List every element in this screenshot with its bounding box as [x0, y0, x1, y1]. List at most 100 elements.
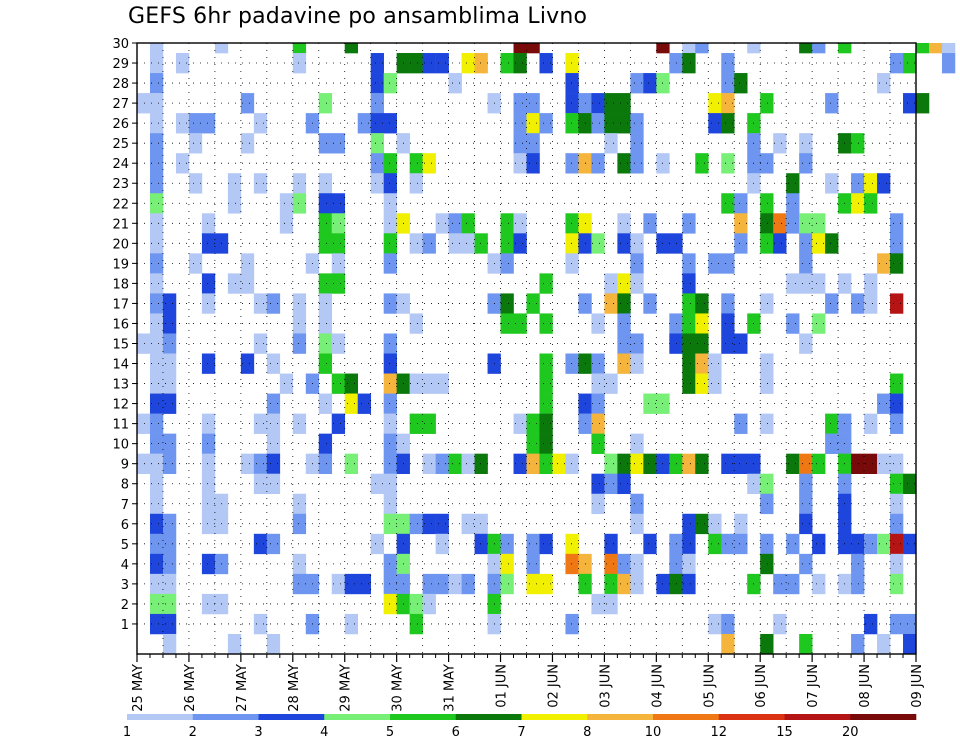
- heatmap-cell: [669, 313, 683, 334]
- heatmap-cell: [941, 53, 956, 74]
- heatmap-cell: [474, 513, 488, 535]
- heatmap-cell: [708, 353, 722, 374]
- heatmap-cell: [721, 53, 735, 74]
- heatmap-cell: [331, 413, 346, 434]
- heatmap-cell: [422, 53, 436, 74]
- heatmap-cell: [591, 233, 605, 254]
- heatmap-cell: [864, 173, 878, 194]
- heatmap-cell: [630, 453, 644, 474]
- heatmap-cell: [240, 93, 255, 114]
- heatmap-cell: [162, 293, 177, 314]
- heatmap-cell: [188, 133, 203, 154]
- heatmap-cell: [448, 73, 462, 94]
- heatmap-cell: [760, 293, 774, 314]
- heatmap-cell: [604, 93, 618, 114]
- heatmap-cell: [643, 73, 657, 94]
- heatmap-cells: [137, 43, 956, 655]
- heatmap-cell: [318, 193, 333, 214]
- heatmap-cell: [591, 353, 605, 374]
- heatmap-cell: [812, 273, 826, 294]
- heatmap-cell: [137, 93, 151, 114]
- heatmap-cell: [786, 193, 800, 214]
- heatmap-cell: [695, 453, 709, 474]
- heatmap-cell: [721, 533, 735, 555]
- legend-swatch: [324, 714, 391, 720]
- heatmap-cell: [734, 193, 748, 214]
- heatmap-cell: [539, 273, 553, 294]
- heatmap-cell: [617, 93, 631, 114]
- heatmap-cell: [526, 43, 540, 54]
- heatmap-cell: [149, 413, 164, 434]
- heatmap-cell: [344, 573, 359, 595]
- y-tick-label: 30: [112, 37, 129, 52]
- x-tick-label: 03 JUN: [598, 664, 613, 708]
- heatmap-cell: [890, 493, 904, 515]
- heatmap-cell: [266, 353, 281, 374]
- heatmap-cell: [773, 133, 787, 154]
- heatmap-cell: [240, 133, 255, 154]
- heatmap-cell: [604, 533, 618, 555]
- heatmap-cell: [721, 113, 735, 134]
- y-tick-label: 19: [112, 257, 129, 272]
- heatmap-cell: [383, 493, 397, 515]
- y-tick-label: 5: [121, 538, 129, 553]
- heatmap-cell: [617, 553, 631, 575]
- heatmap-cell: [682, 513, 696, 535]
- heatmap-cell: [201, 233, 216, 254]
- heatmap-cell: [643, 393, 657, 414]
- heatmap-cell: [565, 553, 579, 575]
- heatmap-cell: [669, 573, 683, 595]
- heatmap-cell: [526, 453, 540, 474]
- heatmap-cell: [253, 473, 268, 495]
- y-tick-label: 22: [112, 197, 129, 212]
- heatmap-cell: [474, 453, 488, 474]
- heatmap-cell: [292, 293, 307, 314]
- heatmap-cell: [695, 43, 709, 54]
- heatmap-cell: [201, 113, 216, 134]
- heatmap-cell: [162, 573, 177, 595]
- heatmap-cell: [591, 93, 605, 114]
- heatmap-cell: [513, 453, 527, 474]
- heatmap-cell: [162, 533, 177, 555]
- heatmap-cell: [344, 393, 359, 414]
- heatmap-cell: [318, 313, 333, 334]
- heatmap-cell: [383, 433, 397, 454]
- heatmap-cell: [851, 633, 865, 655]
- heatmap-cell: [292, 413, 307, 434]
- heatmap-cell: [591, 593, 605, 615]
- y-tick-label: 6: [121, 518, 129, 533]
- heatmap-cell: [435, 513, 449, 535]
- heatmap-cell: [149, 533, 164, 555]
- heatmap-cell: [201, 353, 216, 374]
- heatmap-cell: [708, 513, 722, 535]
- heatmap-cell: [721, 253, 735, 274]
- heatmap-cell: [474, 533, 488, 555]
- heatmap-cell: [617, 333, 631, 354]
- heatmap-cell: [422, 513, 436, 535]
- heatmap-cell: [799, 453, 813, 474]
- heatmap-cell: [682, 553, 696, 575]
- heatmap-cell: [760, 153, 774, 174]
- heatmap-cell: [799, 213, 813, 234]
- heatmap-cell: [149, 173, 164, 194]
- heatmap-cell: [890, 573, 904, 595]
- heatmap-cell: [409, 173, 423, 194]
- heatmap-cell: [851, 553, 865, 575]
- heatmap-cell: [799, 253, 813, 274]
- heatmap-cell: [617, 233, 631, 254]
- heatmap-cell: [630, 493, 644, 515]
- heatmap-cell: [941, 43, 956, 54]
- heatmap-cell: [799, 333, 813, 354]
- heatmap-cell: [383, 593, 397, 615]
- heatmap-cell: [565, 73, 579, 94]
- heatmap-cell: [201, 273, 216, 294]
- heatmap-cell: [500, 233, 514, 254]
- heatmap-cell: [344, 43, 359, 54]
- heatmap-cell: [682, 453, 696, 474]
- heatmap-cell: [825, 413, 839, 434]
- heatmap-cell: [149, 273, 164, 294]
- heatmap-cell: [149, 233, 164, 254]
- heatmap-cell: [461, 453, 475, 474]
- heatmap-cell: [903, 93, 917, 114]
- heatmap-cell: [149, 393, 164, 414]
